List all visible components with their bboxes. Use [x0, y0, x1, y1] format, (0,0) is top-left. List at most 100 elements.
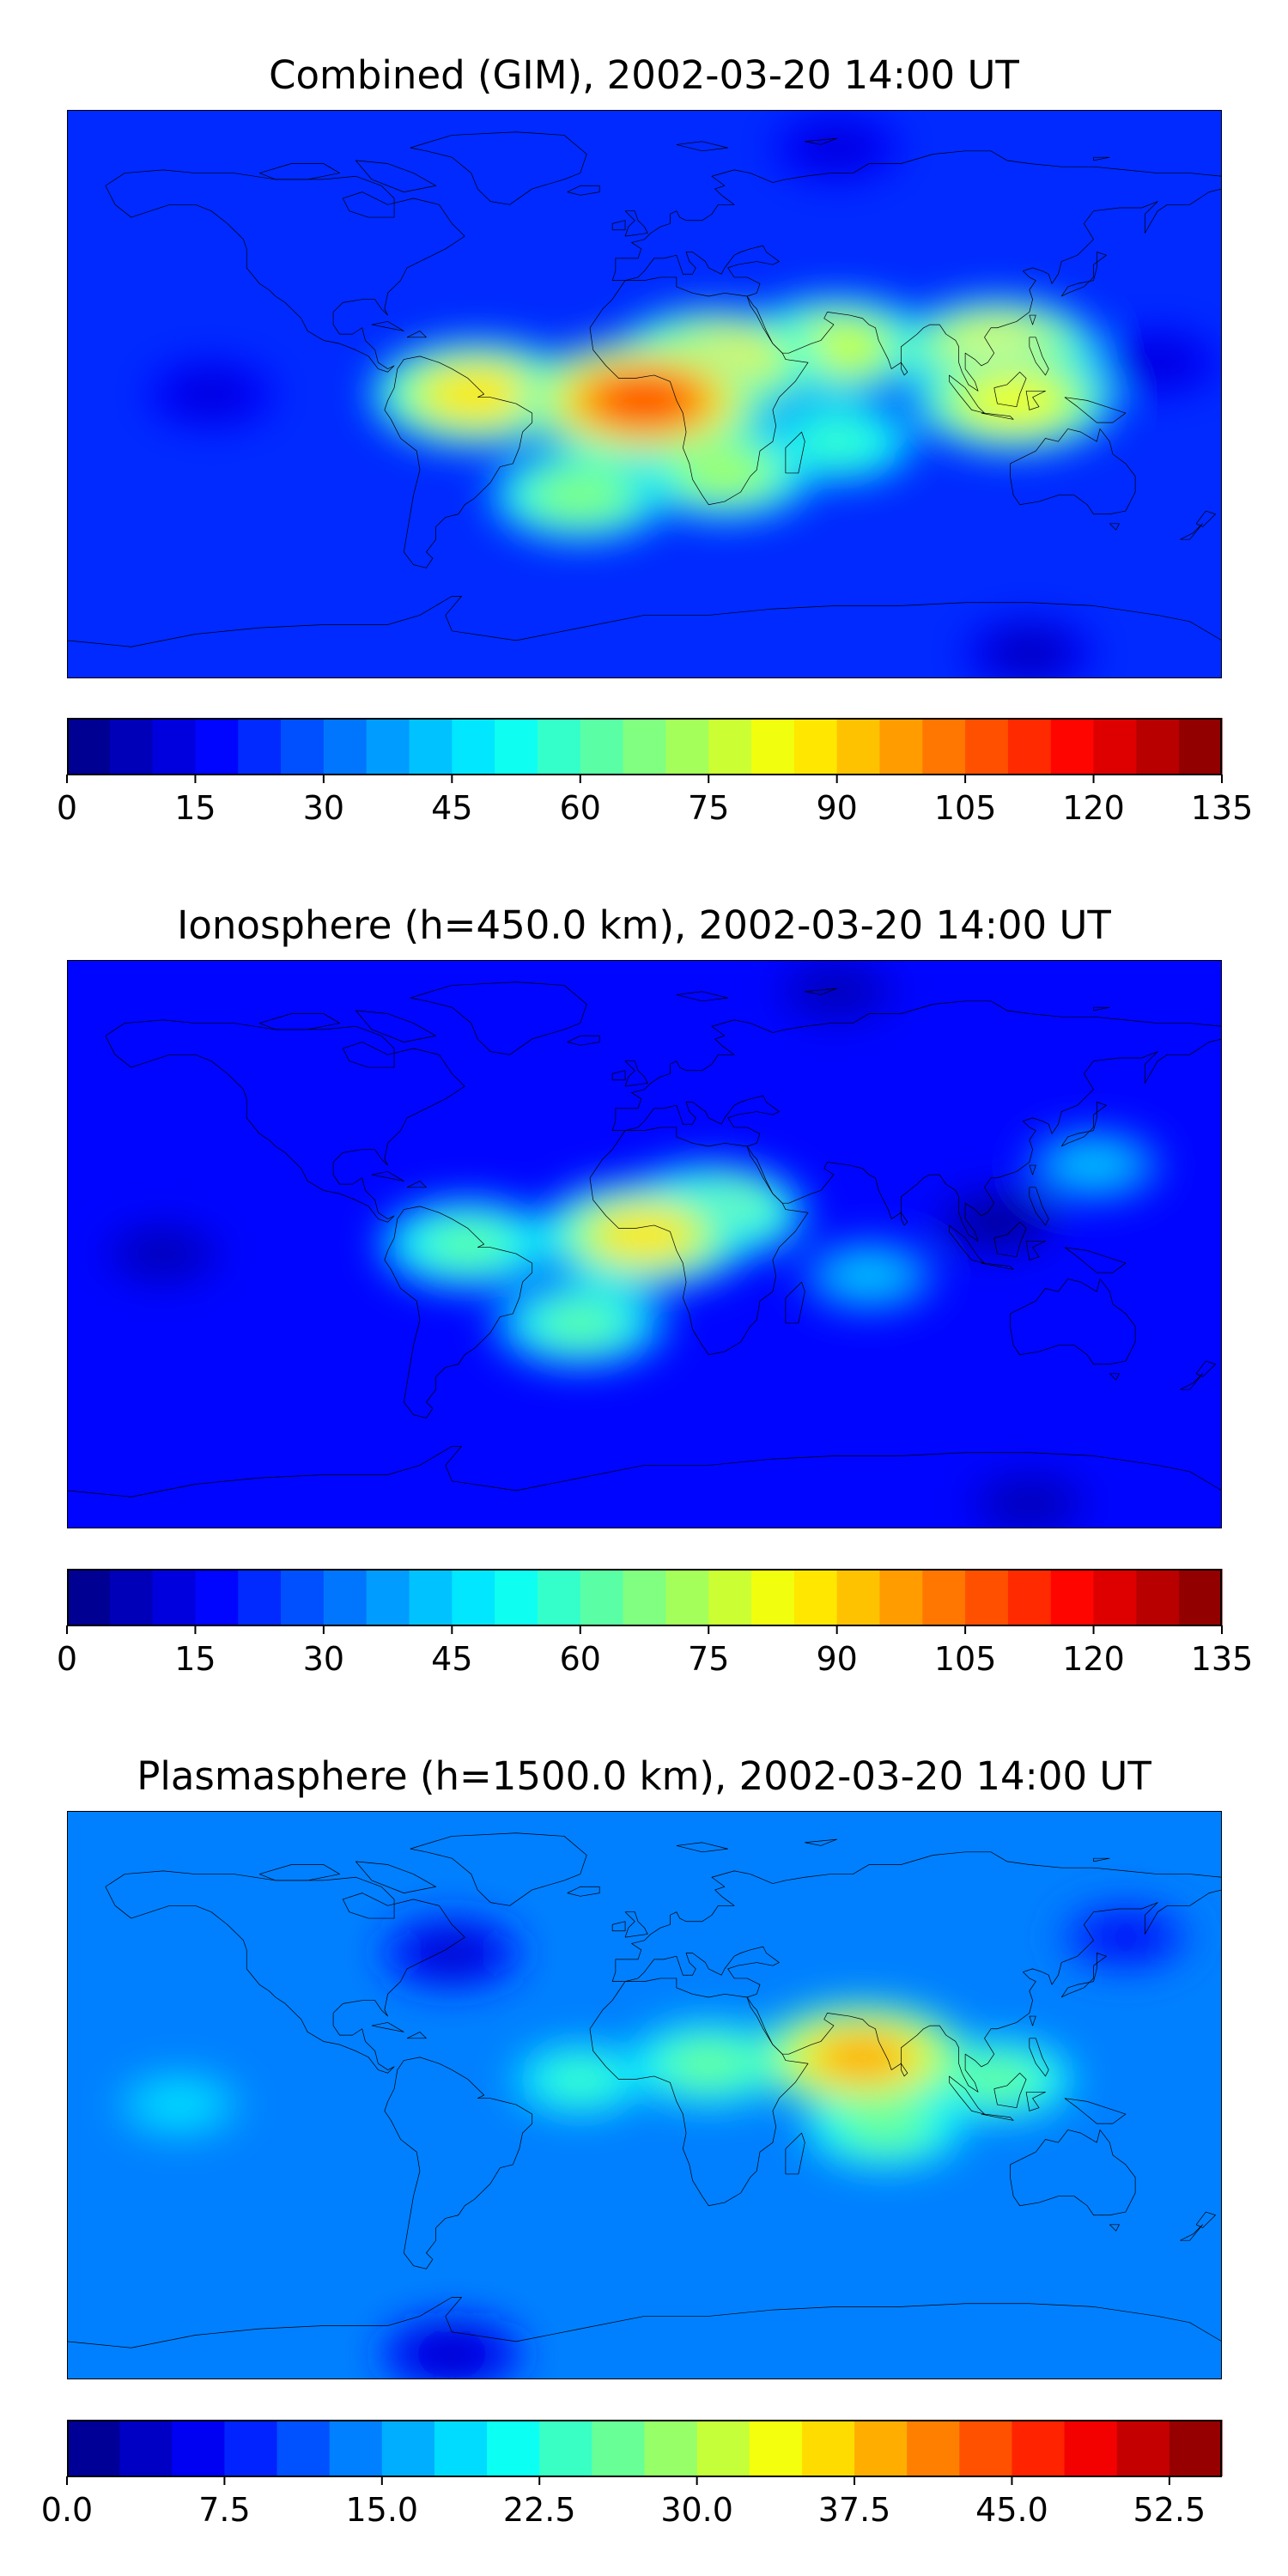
coastline-10 — [612, 1922, 625, 1931]
coastline-3 — [612, 151, 1222, 392]
colorbar-segment — [1136, 1569, 1180, 1625]
coastline-11 — [568, 1036, 599, 1045]
colorbar-segment — [1007, 718, 1052, 775]
field-feature-northern-africa — [670, 2043, 748, 2084]
colorbar-segment — [1064, 2420, 1118, 2476]
colorbar: 0 15 30 45 60 75 90 105 120 135 — [57, 718, 1253, 827]
coastline-20 — [1065, 398, 1126, 422]
coastline-25 — [372, 321, 404, 331]
colorbar-tick-label: 90 — [816, 1640, 857, 1678]
field-feature-central-pacific — [149, 2088, 210, 2121]
colorbar-segment — [801, 2420, 855, 2476]
colorbar-segment — [644, 2420, 698, 2476]
field-feature-eastern-pacific — [134, 1237, 192, 1270]
field-feature-eastern-pacific — [181, 378, 241, 410]
coastline-0 — [106, 1020, 465, 1222]
map-plot — [67, 960, 1222, 1528]
coastline-14 — [901, 1212, 907, 1225]
colorbar-tick-label: 15 — [174, 1640, 216, 1678]
coastline-8 — [355, 161, 435, 192]
colorbar-tick-label: 60 — [560, 1640, 601, 1678]
coastline-18 — [994, 2073, 1026, 2107]
coastline-24 — [1109, 2225, 1119, 2231]
colorbar-tick-label: 90 — [816, 789, 857, 827]
colorbar-tick-label: 52.5 — [1133, 2491, 1206, 2529]
field-feature-south-east-asia-low- — [967, 1206, 1028, 1238]
coastline-2 — [590, 277, 808, 505]
colorbar-segment — [1169, 2420, 1223, 2476]
colorbar-segment — [592, 2420, 646, 2476]
field-feature-central-africa-tropical-atlantic — [586, 371, 703, 430]
coastline-1 — [385, 356, 532, 568]
field-feature-arctic — [808, 975, 866, 1007]
colorbar-tick-label: 30 — [303, 789, 344, 827]
coastline-29 — [1094, 1007, 1110, 1011]
field-feature-antarctic — [418, 2336, 486, 2372]
colorbar-segment — [793, 718, 838, 775]
coastline-8 — [355, 1011, 435, 1042]
colorbar-segment — [452, 1569, 495, 1625]
colorbar-segment — [907, 2420, 960, 2476]
field-feature-central-africa-gulf-of-guinea — [592, 1208, 696, 1261]
coastline-13 — [1030, 1165, 1036, 1175]
coastline-10 — [612, 221, 625, 230]
field-layer — [67, 1811, 1222, 2379]
coastline-3 — [612, 1852, 1222, 2093]
colorbar-tick-label: 105 — [934, 1640, 997, 1678]
coastline-16 — [949, 1225, 984, 1263]
field-feature-antarctic — [998, 636, 1060, 670]
coastline-14 — [901, 2063, 907, 2076]
coastline-8 — [355, 1862, 435, 1893]
colorbar-segment — [1050, 718, 1095, 775]
field-feature-south-east-asia — [960, 2060, 1035, 2099]
colorbar-segment — [665, 1569, 709, 1625]
colorbar-tick-label: 0.0 — [41, 2491, 93, 2529]
coastlines — [67, 982, 1222, 1497]
coastline-21 — [1030, 337, 1048, 375]
coastline-28 — [677, 992, 728, 1001]
colorbar-segment — [119, 2420, 173, 2476]
field-feature-tropical-atlantic — [545, 2061, 615, 2098]
colorbar-tick-label: 120 — [1062, 789, 1125, 827]
coastline-5 — [67, 596, 1222, 647]
colorbar-border — [67, 718, 1222, 775]
colorbar-tick-label: 45.0 — [975, 2491, 1048, 2529]
coastline-23 — [1180, 1374, 1202, 1389]
coastline-28 — [677, 1843, 728, 1852]
coastline-25 — [372, 1171, 404, 1181]
colorbar-segment — [1007, 1569, 1052, 1625]
coastline-17 — [981, 413, 1013, 419]
colorbar-segment — [665, 718, 709, 775]
coastline-12 — [1061, 252, 1106, 296]
colorbar-segment — [749, 2420, 803, 2476]
coastline-9 — [625, 1912, 647, 1937]
colorbar-segment — [452, 718, 495, 775]
colorbar-segment — [323, 718, 368, 775]
colorbar-segment — [537, 718, 581, 775]
coastline-26 — [407, 331, 426, 337]
field-feature-northern-south-america — [425, 1222, 511, 1267]
colorbar-tick-label: 30 — [303, 1640, 344, 1678]
colorbar-segment — [854, 2420, 908, 2476]
colorbar-segment — [323, 1569, 368, 1625]
coastline-17 — [981, 2114, 1013, 2120]
colorbar-segment — [965, 1569, 1009, 1625]
colorbar-segment — [487, 2420, 540, 2476]
coastline-29 — [1094, 1858, 1110, 1862]
colorbar-segment — [623, 718, 667, 775]
coastline-0 — [106, 170, 465, 372]
colorbar-tick-label: 22.5 — [503, 2491, 576, 2529]
chart-title: Plasmasphere (h=1500.0 km), 2002-03-20 1… — [137, 1753, 1151, 1799]
coastline-7 — [259, 1865, 339, 1880]
colorbar-segment — [836, 1569, 881, 1625]
colorbar-segment — [434, 2420, 488, 2476]
colorbar-segment — [109, 1569, 154, 1625]
map-plot — [67, 1811, 1222, 2379]
colorbar-segment — [751, 718, 795, 775]
field-feature-indian-ocean — [835, 1258, 903, 1294]
coastline-24 — [1109, 1374, 1119, 1380]
coastline-25 — [372, 2022, 404, 2032]
coastline-19 — [1026, 1241, 1045, 1260]
field-feature-northern-south-america — [427, 368, 528, 420]
coastline-19 — [1026, 391, 1045, 410]
